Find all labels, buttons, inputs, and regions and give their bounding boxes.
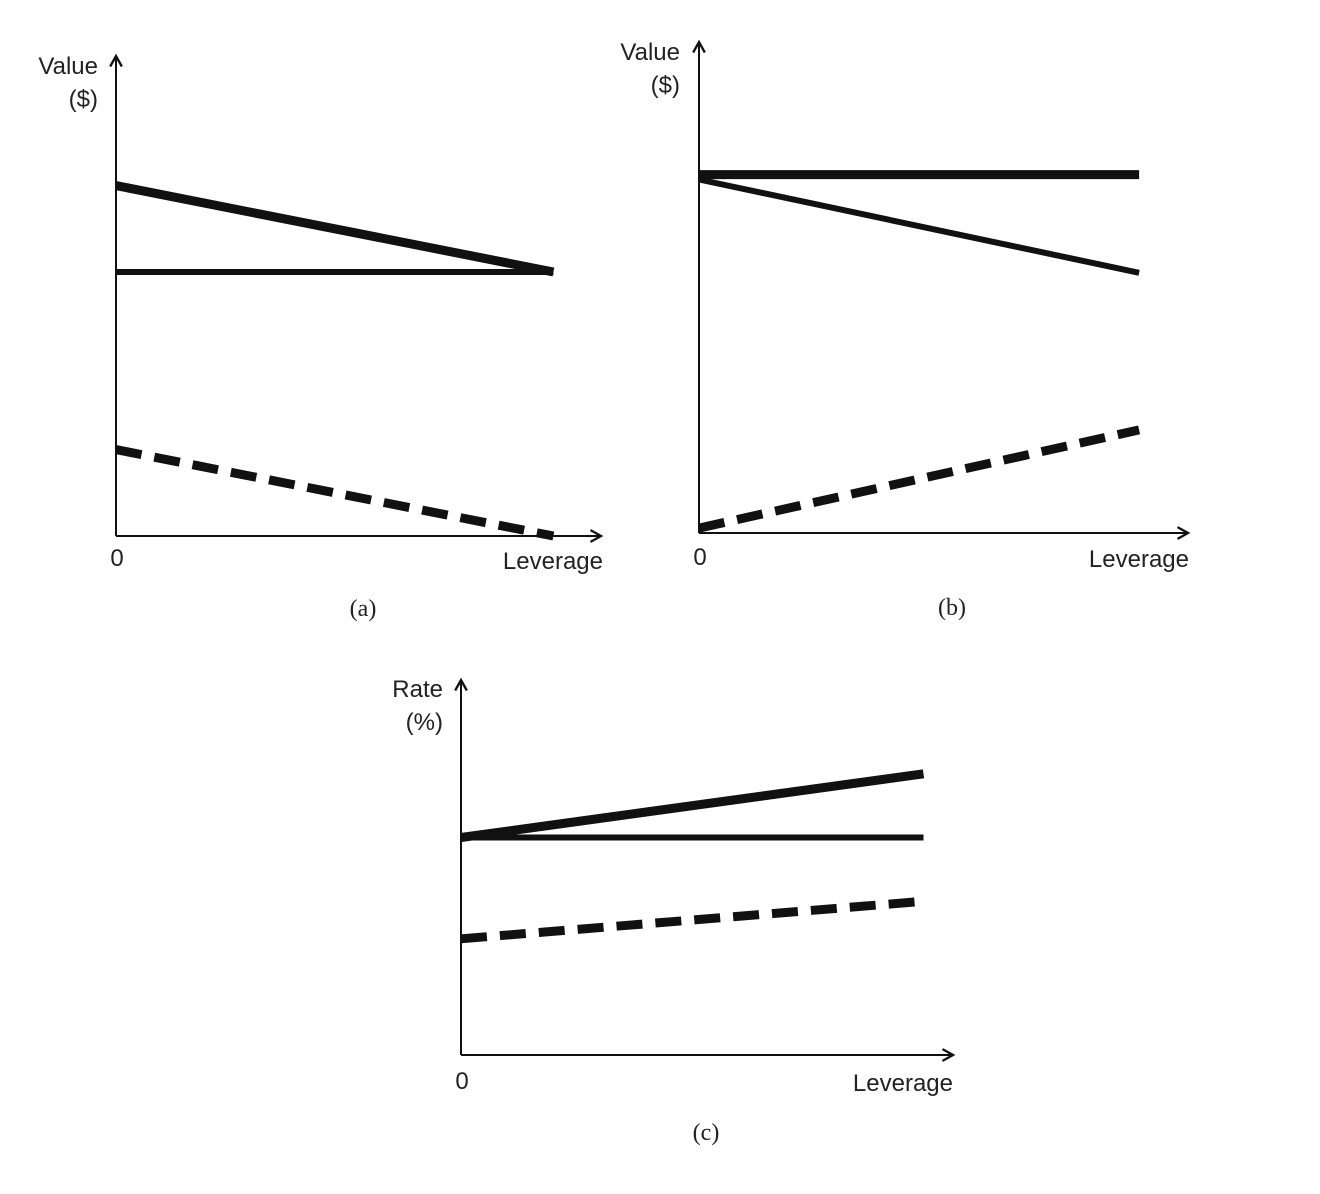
panel-b-x-label: Leverage (1089, 546, 1189, 573)
panel-c: Rate (%) 0 Leverage (c) (392, 676, 953, 1146)
panel-b: Value ($) 0 Leverage (b) (620, 39, 1189, 621)
panel-b-y-label-line1: Value (620, 39, 680, 66)
panel-c-x-tick-0: 0 (455, 1068, 468, 1095)
panel-b-series-dashed-line (698, 425, 1141, 533)
panel-a-y-label-line1: Value (38, 53, 98, 80)
panel-c-y-label-line2: (%) (406, 709, 443, 736)
panel-b-x-tick-0: 0 (693, 544, 706, 571)
panel-a: Value ($) 0 Leverage (a) (38, 53, 603, 622)
panel-c-y-label-line1: Rate (392, 676, 443, 703)
panel-a-series-solid-thick-line (115, 181, 555, 277)
panel-a-caption: (a) (350, 596, 377, 622)
panel-a-series-dashed-line (115, 445, 555, 541)
panel-b-caption: (b) (938, 595, 966, 621)
panel-a-x-tick-0: 0 (110, 545, 123, 572)
panel-a-y-label-line2: ($) (69, 86, 98, 113)
panel-a-x-label: Leverage (503, 548, 603, 575)
panel-b-series-solid-line (698, 176, 1140, 276)
panel-b-y-label-line2: ($) (651, 72, 680, 99)
panel-c-caption: (c) (693, 1120, 720, 1146)
panel-c-series-dashed-line (460, 896, 924, 944)
panel-c-series-solid-thick-line (460, 769, 925, 842)
panel-c-x-label: Leverage (853, 1070, 953, 1097)
